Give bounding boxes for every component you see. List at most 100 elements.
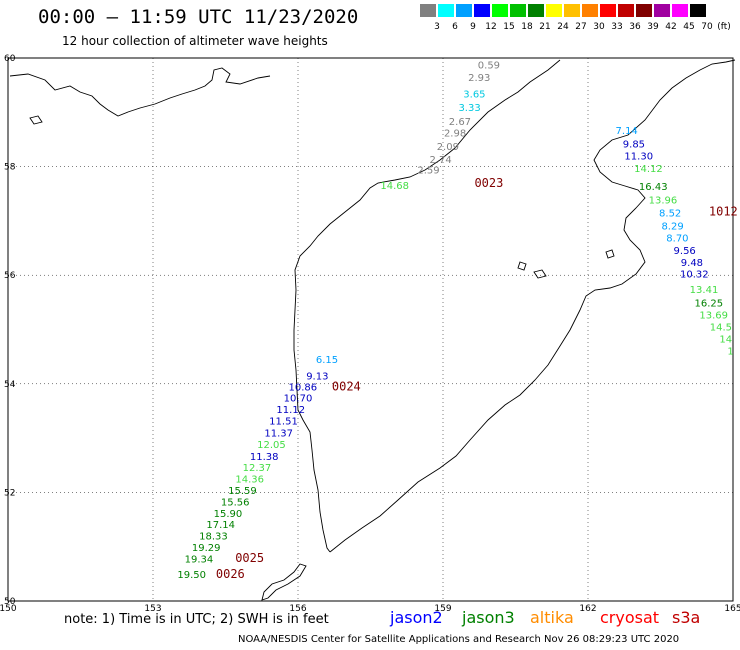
wave-height-label: 11.51 — [269, 417, 298, 428]
wave-height-label: 12.37 — [243, 463, 272, 474]
legend-label: 27 — [575, 22, 587, 32]
wave-height-label: 2.74 — [429, 155, 451, 166]
kamchatka-east-coast — [329, 59, 736, 553]
lon-tick-label: 159 — [434, 604, 451, 614]
legend-label: 30 — [593, 22, 605, 32]
island-b — [533, 269, 547, 279]
legend-swatch — [582, 4, 598, 17]
wave-height-label: 10.70 — [284, 394, 313, 405]
kamchatka-west-coast — [293, 59, 561, 553]
wave-height-label: 9.48 — [681, 258, 703, 269]
wave-height-label: 18.33 — [199, 532, 228, 543]
wave-height-label: 17.14 — [206, 520, 235, 531]
satellite-name: jason2 — [390, 608, 443, 627]
wave-height-label: 2.09 — [437, 142, 459, 153]
credit-line: NOAA/NESDIS Center for Satellite Applica… — [238, 634, 680, 645]
legend-label: 18 — [521, 22, 533, 32]
map-title: 00:00 – 11:59 UTC 11/23/2020 — [38, 6, 359, 28]
legend-label: 33 — [611, 22, 623, 32]
map-subtitle: 12 hour collection of altimeter wave hei… — [62, 34, 328, 48]
legend-label: 12 — [485, 22, 497, 32]
wave-height-label: 13.41 — [690, 285, 719, 296]
legend-swatch — [654, 4, 670, 17]
graticule: 150 153 156 159 162 165 50 52 54 56 58 60 — [0, 54, 740, 614]
legend-swatch — [492, 4, 508, 17]
legend-label: 39 — [647, 22, 659, 32]
wave-height-label: 8.70 — [666, 234, 688, 245]
lat-tick-label: 52 — [4, 488, 15, 498]
wave-height-label: 11.30 — [624, 152, 653, 163]
wave-height-label: 2.67 — [449, 117, 471, 128]
legend-label: 42 — [665, 22, 677, 32]
wave-height-label: 19.29 — [192, 543, 221, 554]
wave-height-label: 8.29 — [661, 222, 683, 233]
legend-swatch — [600, 4, 616, 17]
lat-tick-label: 60 — [4, 54, 16, 64]
coastline — [9, 59, 736, 601]
lat-tick-label: 54 — [4, 380, 16, 390]
wave-height-label: 16.43 — [639, 182, 668, 193]
legend-label: 36 — [629, 22, 641, 32]
island-c — [605, 249, 615, 259]
wave-height-label: 9.56 — [674, 246, 696, 257]
wave-height-label: 16.25 — [695, 299, 724, 310]
wave-height-label: 10.32 — [680, 269, 709, 280]
legend-swatch — [636, 4, 652, 17]
wave-height-label: 12.05 — [257, 440, 286, 451]
wave-height-label: 2.59 — [417, 166, 439, 177]
legend-label: 21 — [539, 22, 551, 32]
lon-tick-label: 150 — [0, 604, 17, 614]
island-d — [29, 115, 43, 125]
pass-time-label: 0023 — [474, 176, 503, 190]
pass-time-label: 1012 — [709, 204, 738, 218]
legend-label: 15 — [503, 22, 515, 32]
legend-swatch — [618, 4, 634, 17]
lat-tick-label: 50 — [4, 597, 16, 607]
satellite-name: jason3 — [462, 608, 515, 627]
wave-height-label: 9.13 — [306, 371, 328, 382]
lat-tick-label: 56 — [4, 271, 16, 281]
wave-height-label: 19.50 — [177, 570, 206, 581]
legend-swatch — [672, 4, 688, 17]
pass-time-label: 0025 — [235, 551, 264, 565]
legend-swatch — [528, 4, 544, 17]
wave-height-label: 14 — [719, 335, 732, 346]
wave-height-label: 13.69 — [699, 311, 728, 322]
observations: 0.59 2.93 3.65 3.33 2.672.98 2.09 2.742.59 14.6… — [177, 60, 737, 581]
island-a — [517, 261, 527, 271]
legend-label: 70 — [701, 22, 713, 32]
satellite-name: altika — [530, 608, 574, 627]
satellite-name: s3a — [672, 608, 701, 627]
wave-height-label: 7.14 — [616, 126, 638, 137]
legend-label: 6 — [452, 22, 458, 32]
wave-height-label: 15.90 — [214, 509, 243, 520]
legend-label: 45 — [683, 22, 695, 32]
lon-tick-label: 162 — [579, 604, 596, 614]
wave-height-label: 11.37 — [264, 428, 293, 439]
pass-time-label: 0026 — [216, 567, 245, 581]
legend-swatch — [546, 4, 562, 17]
wave-height-label: 2.93 — [468, 73, 490, 84]
lon-tick-label: 165 — [724, 604, 740, 614]
wave-height-label: 15.59 — [228, 486, 257, 497]
legend-swatch — [510, 4, 526, 17]
wave-height-label: 3.33 — [458, 103, 480, 114]
wave-height-label: 0.59 — [478, 60, 500, 71]
wave-height-label: 15.56 — [221, 497, 250, 508]
wave-height-label: 11.12 — [276, 405, 305, 416]
wave-height-label: 3.65 — [463, 90, 485, 101]
legend-label: 9 — [470, 22, 476, 32]
wave-height-label: 11.38 — [250, 452, 279, 463]
wave-height-label: 14.36 — [235, 475, 264, 486]
wave-height-label: 14.12 — [634, 164, 663, 175]
wave-height-label: 8.52 — [659, 209, 681, 220]
legend-swatch — [456, 4, 472, 17]
legend-swatch — [690, 4, 706, 17]
pass-time-label: 0024 — [332, 379, 361, 393]
kamchatka-south-tip — [261, 563, 307, 601]
footer-note: note: 1) Time is in UTC; 2) SWH is in fe… — [64, 612, 329, 627]
legend-unit: (ft) — [717, 22, 731, 32]
satellite-name: cryosat — [600, 608, 660, 627]
okhotsk-north-shore — [9, 67, 271, 117]
